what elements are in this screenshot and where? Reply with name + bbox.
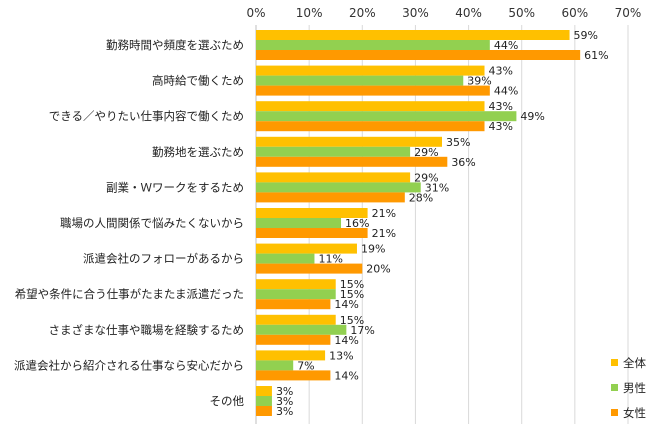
data-label: 49%	[520, 110, 544, 123]
data-label: 43%	[489, 100, 513, 113]
data-label: 3%	[276, 395, 293, 408]
legend-swatch	[611, 409, 618, 416]
data-label: 3%	[276, 385, 293, 398]
bar	[256, 228, 368, 238]
bar	[256, 146, 411, 157]
data-label: 15%	[340, 278, 364, 291]
data-label: 61%	[584, 49, 608, 62]
bar	[256, 243, 357, 254]
data-label: 43%	[489, 120, 513, 133]
data-label: 29%	[414, 171, 438, 184]
data-label: 7%	[297, 359, 314, 372]
bar	[256, 192, 405, 203]
bar	[256, 121, 485, 132]
legend-swatch	[611, 384, 618, 391]
category-label: 副業・Ｗワークをするため	[106, 180, 244, 194]
x-tick-label: 70%	[615, 6, 642, 20]
bar	[256, 101, 485, 112]
x-tick-label: 0%	[246, 6, 265, 20]
bar	[256, 370, 331, 381]
x-tick-label: 10%	[296, 6, 323, 20]
x-tick-label: 30%	[402, 6, 429, 20]
bar	[256, 396, 272, 406]
bar	[256, 334, 331, 345]
category-label: さまざまな仕事や職場を経験するため	[49, 323, 245, 337]
data-label: 15%	[340, 288, 364, 301]
x-tick-label: 60%	[562, 6, 589, 20]
bar	[256, 208, 368, 218]
data-label: 17%	[350, 324, 374, 337]
category-label: 勤務時間や頻度を選ぶため	[106, 38, 244, 52]
bar	[256, 350, 326, 361]
bar	[256, 30, 570, 40]
category-label: 職場の人間関係で悩みたくないから	[60, 216, 244, 230]
category-label: 希望や条件に合う仕事がたまたま派遣だった	[15, 287, 244, 301]
category-label: その他	[210, 394, 245, 408]
x-tick-label: 50%	[508, 6, 535, 20]
bar	[256, 263, 363, 274]
data-label: 39%	[467, 75, 491, 88]
data-label: 21%	[372, 227, 396, 240]
bar	[256, 172, 411, 183]
legend-label: 全体	[623, 356, 646, 370]
bar	[256, 182, 421, 193]
bar	[256, 360, 294, 371]
category-label: 派遣会社から紹介される仕事なら安心だから	[14, 358, 244, 372]
data-label: 44%	[494, 39, 518, 52]
x-tick-label: 40%	[455, 6, 482, 20]
legend-label: 男性	[623, 381, 646, 395]
bar	[256, 50, 581, 60]
bar	[256, 324, 347, 335]
bar	[256, 299, 331, 310]
category-label: できる／やりたい仕事内容で働くため	[49, 109, 244, 123]
bar	[256, 218, 342, 228]
bar	[256, 406, 272, 416]
data-label: 44%	[494, 85, 518, 98]
data-label: 14%	[334, 369, 358, 382]
bar	[256, 279, 336, 290]
bar	[256, 65, 485, 76]
data-label: 28%	[409, 191, 433, 204]
bar	[256, 85, 490, 96]
bar	[256, 136, 442, 147]
bar	[256, 386, 272, 396]
legend-swatch	[611, 359, 618, 366]
legend-label: 女性	[623, 406, 646, 420]
data-label: 13%	[329, 349, 353, 362]
data-label: 14%	[334, 298, 358, 311]
data-label: 21%	[372, 207, 396, 220]
data-label: 3%	[276, 405, 293, 418]
data-label: 16%	[345, 217, 369, 230]
bar	[256, 111, 517, 122]
data-label: 29%	[414, 146, 438, 159]
data-label: 35%	[446, 136, 470, 149]
category-label: 高時給で働くため	[152, 74, 244, 88]
bar	[256, 156, 448, 167]
data-label: 11%	[318, 253, 342, 266]
bar	[256, 253, 315, 264]
bar	[256, 40, 490, 50]
data-label: 59%	[574, 29, 598, 42]
data-label: 20%	[366, 263, 390, 276]
bar	[256, 75, 464, 86]
data-label: 43%	[489, 65, 513, 78]
data-label: 19%	[361, 243, 385, 256]
data-label: 15%	[340, 314, 364, 327]
x-tick-label: 20%	[349, 6, 376, 20]
data-label: 14%	[334, 334, 358, 347]
bar	[256, 289, 336, 300]
bar	[256, 314, 336, 325]
data-label: 31%	[425, 181, 449, 194]
category-label: 派遣会社のフォローがあるから	[83, 252, 244, 266]
category-label: 勤務地を選ぶため	[152, 145, 244, 159]
data-label: 36%	[451, 156, 475, 169]
